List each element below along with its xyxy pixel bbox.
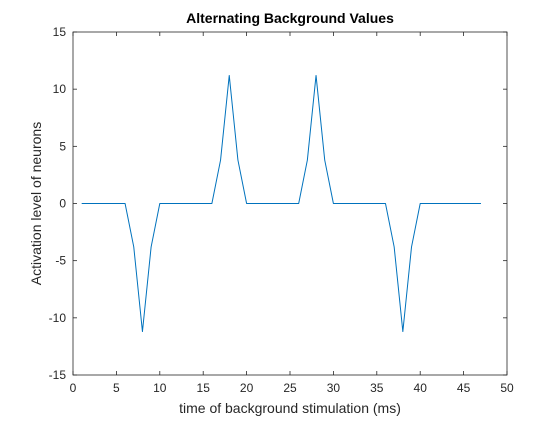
- x-tick-label: 50: [500, 381, 514, 395]
- y-tick-label: 15: [53, 25, 67, 39]
- x-tick-label: 30: [327, 381, 341, 395]
- x-tick-label: 35: [370, 381, 384, 395]
- y-tick-label: -15: [49, 368, 67, 382]
- y-tick-label: -5: [55, 254, 66, 268]
- x-tick-label: 25: [283, 381, 297, 395]
- y-tick-label: 10: [53, 82, 67, 96]
- x-tick-label: 40: [414, 381, 428, 395]
- x-tick-label: 45: [457, 381, 471, 395]
- y-tick-label: -10: [49, 311, 67, 325]
- y-axis: -15 -10 -5 0 5 10 15: [49, 25, 507, 382]
- x-axis: 0 5 10 15 20 25 30 35 40 45 50: [70, 32, 514, 395]
- x-tick-label: 10: [153, 381, 167, 395]
- y-tick-label: 0: [59, 197, 66, 211]
- y-axis-label: Activation level of neurons: [28, 122, 44, 285]
- series-line-1: [81, 74, 481, 333]
- x-tick-label: 0: [70, 381, 77, 395]
- x-tick-label: 15: [197, 381, 211, 395]
- x-tick-label: 20: [240, 381, 254, 395]
- x-axis-label: time of background stimulation (ms): [179, 400, 401, 416]
- series-layer: [81, 74, 481, 333]
- chart-title: Alternating Background Values: [186, 10, 394, 26]
- x-tick-label: 5: [113, 381, 120, 395]
- y-tick-label: 5: [59, 139, 66, 153]
